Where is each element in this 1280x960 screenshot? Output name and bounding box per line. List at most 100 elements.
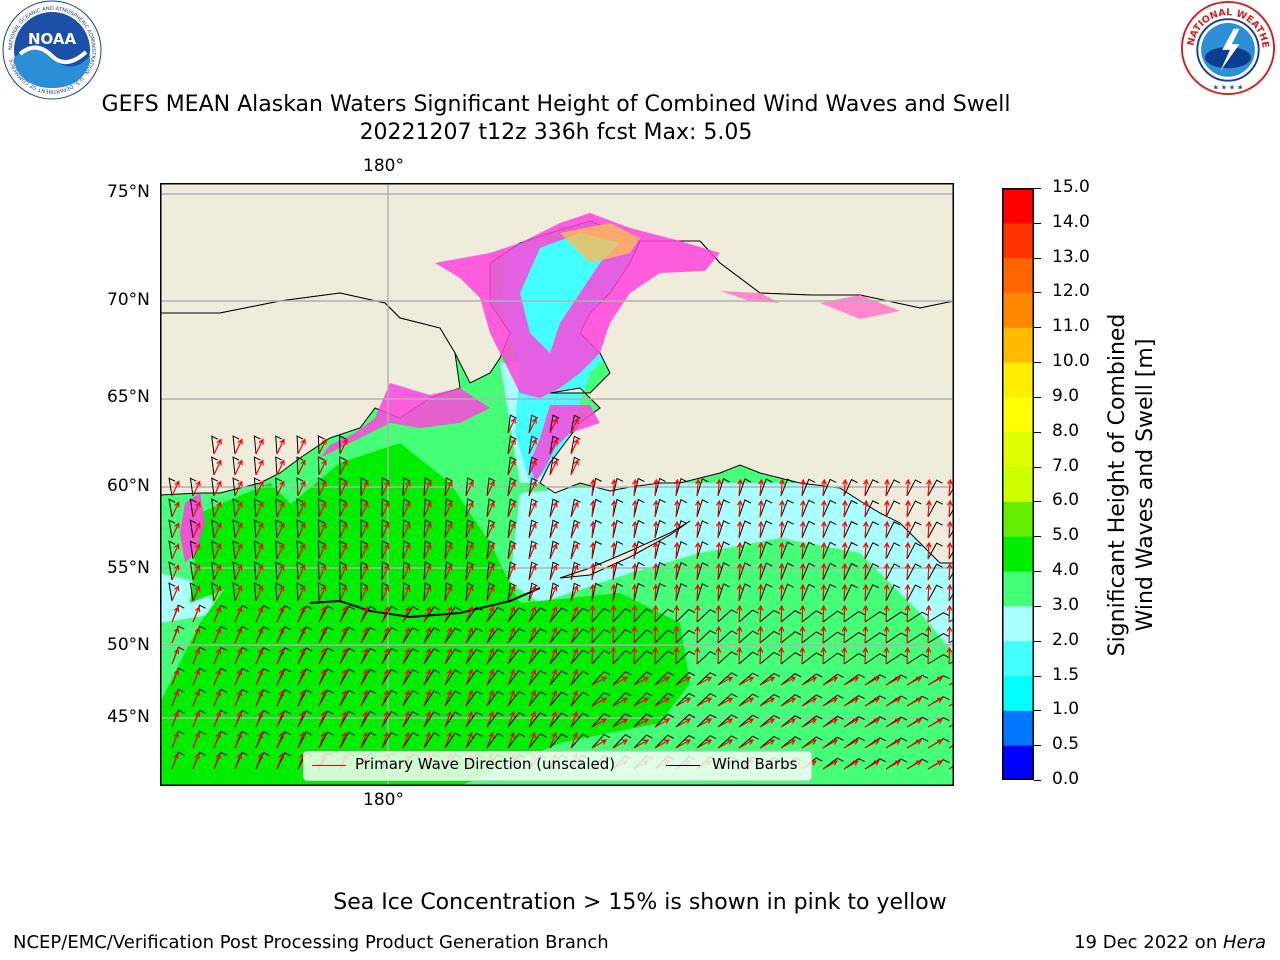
wave-direction-arrow	[486, 668, 495, 686]
credit-host: Hera	[1222, 932, 1266, 953]
wave-direction-arrow	[736, 625, 743, 644]
wave-direction-arrow	[759, 697, 776, 707]
wind-barb	[507, 582, 517, 602]
wind-barb	[675, 692, 696, 707]
wave-direction-arrow	[799, 625, 806, 644]
wind-barb	[423, 648, 441, 665]
wave-direction-arrow	[192, 543, 201, 560]
wind-barb	[633, 561, 645, 581]
wave-direction-arrow	[885, 739, 902, 749]
wave-direction-arrow	[736, 604, 743, 623]
wind-barb	[885, 479, 901, 497]
wind-barb	[465, 477, 474, 497]
wave-direction-arrow	[339, 459, 348, 476]
wave-direction-arrow	[423, 731, 431, 749]
wave-direction-arrow	[234, 710, 242, 728]
wave-direction-arrow	[589, 541, 596, 560]
wave-direction-arrow	[759, 676, 776, 686]
wave-direction-arrow	[192, 668, 201, 686]
wave-direction-arrow	[862, 541, 869, 560]
wind-barb	[549, 712, 568, 728]
colorbar-tick-mark	[1034, 745, 1041, 747]
wave-direction-arrow	[925, 520, 932, 539]
wind-barb	[232, 540, 240, 560]
wave-direction-arrow	[674, 499, 680, 518]
wind-barb	[696, 499, 709, 518]
wind-barb	[444, 519, 453, 539]
wind-barb	[948, 591, 954, 602]
wave-direction-arrow	[276, 648, 285, 665]
wave-direction-arrow	[171, 731, 179, 749]
wave-direction-arrow	[652, 625, 659, 644]
wave-direction-arrow	[611, 499, 617, 518]
lat-label-70: 70°N	[107, 290, 150, 310]
wave-direction-arrow	[589, 562, 596, 581]
wave-direction-arrow	[318, 731, 326, 749]
wind-barb	[423, 561, 432, 581]
wind-barb	[528, 733, 547, 749]
wave-direction-arrow	[465, 480, 474, 497]
wave-direction-arrow	[360, 668, 369, 686]
wind-barb	[444, 540, 453, 560]
wind-barb	[738, 693, 759, 707]
wave-direction-arrow	[925, 541, 932, 560]
wind-barb	[654, 519, 666, 539]
wind-barb	[927, 563, 943, 581]
wind-barb	[423, 498, 432, 518]
wind-barb	[654, 608, 674, 623]
wave-direction-legend-line	[312, 765, 346, 766]
wave-direction-arrow	[885, 697, 902, 707]
wave-direction-arrow	[234, 606, 243, 623]
wave-direction-arrow	[589, 646, 596, 665]
wave-direction-arrow	[862, 520, 869, 539]
wind-barb	[822, 652, 844, 665]
wind-barb	[675, 561, 688, 581]
map-border	[160, 183, 954, 786]
wind-barb	[486, 540, 496, 560]
wave-direction-arrow	[904, 541, 911, 560]
lat-label-65: 65°N	[107, 387, 150, 407]
wave-direction-arrow	[841, 541, 848, 560]
wave-direction-arrow	[570, 501, 579, 518]
wind-barb	[486, 582, 496, 602]
wave-direction-arrow	[318, 668, 327, 686]
wave-direction-arrow	[590, 478, 596, 497]
wave-direction-arrow	[192, 564, 201, 581]
wave-direction-arrow	[862, 583, 869, 602]
wind-barb	[232, 519, 240, 539]
wave-direction-arrow	[948, 765, 954, 770]
wind-barb	[402, 519, 410, 539]
wind-barb	[738, 562, 752, 581]
wave-direction-arrow	[757, 646, 764, 665]
wind-barb	[612, 540, 624, 560]
wind-barb	[654, 561, 666, 581]
wave-direction-arrow	[549, 627, 558, 644]
wave-direction-arrow	[465, 522, 474, 539]
colorbar-tick-label: 11.0	[1052, 316, 1090, 337]
wave-direction-arrow	[528, 731, 536, 749]
wind-barb	[465, 627, 483, 644]
wind-barb	[738, 714, 759, 728]
wind-barb	[381, 710, 398, 728]
wind-barb	[801, 541, 816, 560]
wind-barb	[549, 628, 568, 644]
wave-direction-arrow	[297, 668, 306, 686]
wave-direction-arrow	[925, 604, 932, 623]
wind-barb	[465, 540, 474, 560]
wave-direction-arrow	[507, 627, 516, 644]
wind-barb	[675, 582, 688, 602]
wind-barb	[232, 582, 240, 602]
wave-direction-arrow	[946, 646, 953, 665]
wave-direction-arrow	[715, 604, 722, 623]
wind-barb	[654, 629, 674, 644]
wind-barb	[528, 670, 547, 686]
wind-barb	[275, 561, 282, 581]
wind-barb	[444, 711, 462, 728]
wave-direction-arrow	[339, 606, 348, 623]
svg-text:NOAA: NOAA	[28, 30, 77, 48]
wind-barb	[168, 477, 176, 497]
lon-label-bottom: 180°	[363, 790, 404, 810]
wave-direction-arrow	[192, 752, 200, 770]
wave-direction-arrow	[821, 499, 827, 518]
wind-barb	[612, 519, 624, 539]
